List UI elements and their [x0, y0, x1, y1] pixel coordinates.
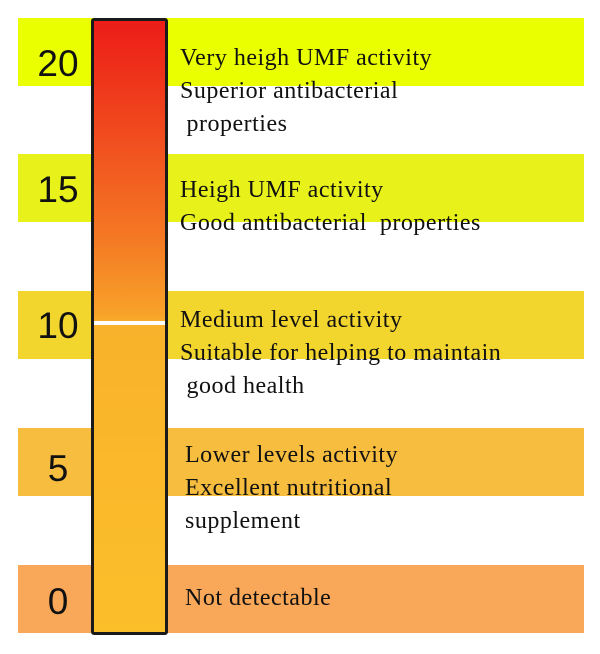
- description-10: Medium level activity Suitable for helpi…: [180, 304, 501, 403]
- description-line: good health: [180, 373, 305, 399]
- description-line: properties: [180, 111, 288, 137]
- description-5: Lower levels activity Excellent nutritio…: [185, 439, 398, 538]
- description-line: Heigh UMF activity: [180, 177, 384, 203]
- description-line: Superior antibacterial: [180, 78, 399, 104]
- level-number-20: 20: [37, 43, 79, 84]
- description-0: Not detectable: [185, 582, 331, 615]
- description-line: Lower levels activity: [185, 442, 399, 468]
- umf-meter-bar: [91, 18, 168, 635]
- description-20: Very heigh UMF activity Superior antibac…: [180, 42, 432, 141]
- description-line: Excellent nutritional: [185, 475, 393, 501]
- level-number-5: 5: [47, 448, 69, 489]
- description-line: Very heigh UMF activity: [180, 45, 433, 71]
- description-line: Not detectable: [185, 585, 332, 611]
- threshold-marker: [94, 321, 165, 325]
- level-number-0: 0: [47, 581, 69, 622]
- description-line: Medium level activity: [180, 307, 403, 333]
- level-number-10: 10: [37, 305, 79, 346]
- description-line: supplement: [185, 508, 301, 534]
- level-number-15: 15: [37, 169, 79, 210]
- description-line: Good antibacterial properties: [180, 210, 481, 236]
- description-15: Heigh UMF activity Good antibacterial pr…: [180, 174, 481, 240]
- description-line: Suitable for helping to maintain: [180, 340, 502, 366]
